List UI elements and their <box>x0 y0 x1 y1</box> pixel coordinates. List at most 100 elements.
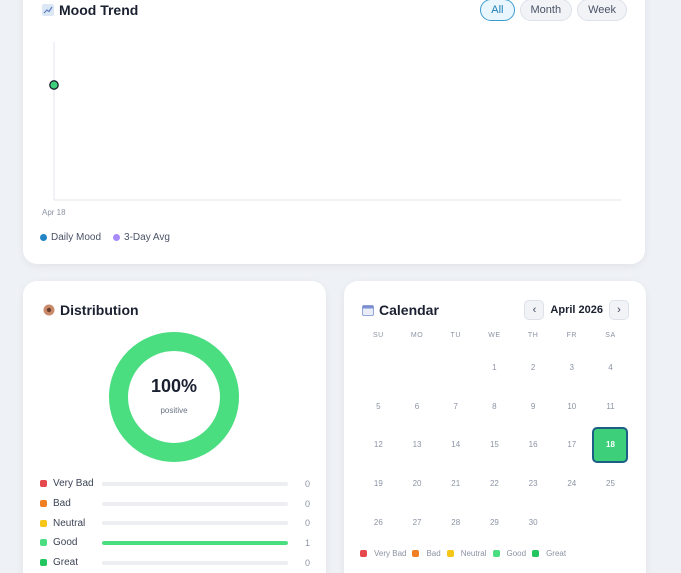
calendar-empty-cell <box>398 348 437 387</box>
distribution-label: Very Bad <box>53 478 94 490</box>
distribution-bar-track <box>102 560 288 565</box>
calendar-day[interactable]: 4 <box>608 362 613 372</box>
prev-month-button[interactable]: ‹ <box>524 300 545 320</box>
calendar-day[interactable]: 13 <box>412 440 422 450</box>
distribution-card: Distribution 100% positive Very Bad 0 Bad 0… <box>23 281 326 573</box>
calendar-legend-swatch <box>412 550 420 557</box>
weekday-header: TH <box>527 332 539 339</box>
distribution-count: 1 <box>304 537 310 548</box>
next-month-button[interactable]: › <box>609 300 629 320</box>
distribution-title: Distribution <box>43 302 139 318</box>
calendar-legend-label: Neutral <box>460 549 487 558</box>
calendar-day[interactable]: 9 <box>530 401 536 411</box>
weekday-header: WE <box>488 332 501 339</box>
calendar-title-text: Calendar <box>379 302 439 318</box>
calendar-legend-swatch <box>492 550 500 557</box>
range-week-button[interactable]: Week <box>577 0 627 21</box>
calendar-nav: ‹ April 2026 › <box>524 300 629 320</box>
donut-percent: 100% <box>150 376 198 396</box>
distribution-bar-fill <box>102 540 288 545</box>
calendar-legend-label: Very Bad <box>374 549 407 558</box>
distribution-donut <box>109 332 239 462</box>
calendar-day[interactable]: 23 <box>528 478 538 488</box>
calendar-legend-swatch <box>446 550 454 557</box>
3day-avg-dot <box>113 234 121 241</box>
palette-icon <box>43 304 55 316</box>
calendar-day[interactable]: 24 <box>567 478 577 488</box>
calendar-legend-label: Good <box>506 549 527 558</box>
legend-daily-mood-label: Daily Mood <box>51 232 102 243</box>
calendar-day[interactable]: 27 <box>412 517 422 527</box>
distribution-swatch <box>40 500 47 508</box>
weekday-header: TU <box>450 332 461 339</box>
range-month-button[interactable]: Month <box>519 0 573 21</box>
distribution-bar-track <box>102 501 288 506</box>
calendar-day[interactable]: 11 <box>606 401 615 411</box>
calendar-day[interactable]: 3 <box>569 362 574 372</box>
calendar-legend-swatch <box>360 550 367 557</box>
distribution-count: 0 <box>304 557 310 568</box>
calendar-legend-swatch <box>532 550 540 557</box>
weekday-header: SA <box>605 332 616 339</box>
calendar-day-selected[interactable]: 18 <box>591 425 630 464</box>
distribution-bar-track <box>102 540 288 545</box>
calendar-day[interactable]: 20 <box>412 478 422 488</box>
calendar-day[interactable]: 19 <box>373 478 383 488</box>
selected-day-label: 18 <box>592 426 629 463</box>
calendar-day[interactable]: 8 <box>492 401 497 411</box>
distribution-count: 0 <box>304 478 310 489</box>
mood-trend-card: Mood Trend All Month Week Apr 18 Daily M… <box>23 0 645 264</box>
calendar-day[interactable]: 5 <box>376 401 381 411</box>
x-tick-label: Apr 18 <box>42 208 66 217</box>
weekday-header: FR <box>566 332 577 339</box>
distribution-count: 0 <box>304 518 310 529</box>
calendar-day[interactable]: 6 <box>414 401 420 411</box>
calendar-day[interactable]: 28 <box>451 517 461 527</box>
calendar-legend-item: Good <box>492 549 527 558</box>
calendar-day[interactable]: 15 <box>489 440 499 450</box>
calendar-day[interactable]: 16 <box>528 440 538 450</box>
calendar-legend-item: Very Bad <box>360 549 406 558</box>
distribution-swatch <box>40 519 47 527</box>
calendar-day[interactable]: 17 <box>567 440 577 450</box>
distribution-bar-track <box>102 521 288 526</box>
calendar-month-label: April 2026 <box>550 304 603 316</box>
calendar-day[interactable]: 12 <box>373 440 383 450</box>
calendar-day[interactable]: 21 <box>451 478 461 488</box>
distribution-swatch <box>40 539 47 547</box>
distribution-row: Great 0 <box>40 553 310 573</box>
legend-3day-avg: 3-Day Avg <box>113 232 170 243</box>
calendar-legend-item: Neutral <box>446 549 487 558</box>
distribution-count: 0 <box>304 498 310 509</box>
calendar-day[interactable]: 14 <box>451 440 461 450</box>
calendar-legend-label: Great <box>546 549 567 558</box>
calendar-grid: SU MO TU WE TH FR SA 1 2 3 4 5 6 7 8 9 10 11 12 13 14 15 16 17 1… <box>359 332 630 541</box>
calendar-day[interactable]: 30 <box>528 517 538 527</box>
distribution-row: Neutral 0 <box>40 513 310 533</box>
distribution-swatch <box>40 480 47 488</box>
distribution-title-text: Distribution <box>60 302 139 318</box>
calendar-legend-item: Bad <box>412 549 441 558</box>
calendar-day[interactable]: 22 <box>489 478 499 488</box>
distribution-row: Bad 0 <box>40 494 310 514</box>
calendar-day[interactable]: 26 <box>373 517 383 527</box>
calendar-empty-cell <box>359 348 398 387</box>
distribution-label: Bad <box>53 498 71 510</box>
weekday-header: SU <box>372 332 384 339</box>
mood-trend-chart <box>49 42 621 201</box>
trend-legend: Daily Mood 3-Day Avg <box>40 232 170 243</box>
legend-daily-mood: Daily Mood <box>40 232 101 243</box>
calendar-day[interactable]: 7 <box>453 401 458 411</box>
calendar-day[interactable]: 25 <box>606 478 615 488</box>
daily-mood-point[interactable] <box>49 80 59 90</box>
distribution-swatch <box>40 559 47 567</box>
distribution-bar-track <box>102 481 288 486</box>
range-all-button[interactable]: All <box>480 0 515 21</box>
distribution-row: Good 1 <box>40 533 310 553</box>
calendar-card: Calendar ‹ April 2026 › SU MO TU WE TH FR SA 1 2… <box>344 281 646 573</box>
calendar-day[interactable]: 29 <box>489 517 499 527</box>
calendar-day[interactable]: 2 <box>530 362 536 372</box>
distribution-label: Good <box>53 537 78 549</box>
calendar-day[interactable]: 1 <box>492 362 497 372</box>
calendar-day[interactable]: 10 <box>567 401 577 411</box>
